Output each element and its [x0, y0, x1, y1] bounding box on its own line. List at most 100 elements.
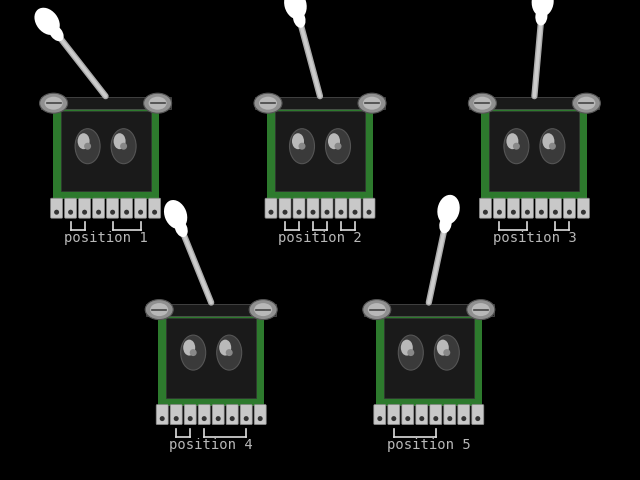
- Ellipse shape: [468, 93, 497, 113]
- FancyBboxPatch shape: [363, 198, 375, 218]
- FancyBboxPatch shape: [563, 198, 575, 218]
- Ellipse shape: [335, 143, 342, 150]
- Ellipse shape: [160, 416, 164, 421]
- Ellipse shape: [363, 300, 391, 320]
- FancyBboxPatch shape: [536, 198, 547, 218]
- Ellipse shape: [75, 129, 100, 164]
- Ellipse shape: [258, 416, 262, 421]
- Ellipse shape: [111, 129, 136, 164]
- Ellipse shape: [292, 133, 304, 149]
- Bar: [52, 103, 159, 199]
- Ellipse shape: [447, 416, 452, 421]
- FancyBboxPatch shape: [198, 405, 210, 425]
- Ellipse shape: [324, 210, 330, 215]
- Ellipse shape: [254, 303, 272, 316]
- FancyBboxPatch shape: [335, 198, 347, 218]
- Ellipse shape: [150, 303, 168, 316]
- Ellipse shape: [407, 349, 414, 356]
- Bar: [469, 97, 600, 109]
- Ellipse shape: [145, 300, 173, 320]
- FancyBboxPatch shape: [279, 198, 291, 218]
- Ellipse shape: [433, 416, 438, 421]
- Ellipse shape: [398, 335, 423, 370]
- Ellipse shape: [84, 143, 91, 150]
- Ellipse shape: [282, 210, 287, 215]
- FancyBboxPatch shape: [120, 198, 132, 218]
- FancyBboxPatch shape: [479, 198, 492, 218]
- Ellipse shape: [310, 210, 316, 215]
- FancyBboxPatch shape: [79, 198, 91, 218]
- Bar: [384, 318, 474, 397]
- Ellipse shape: [54, 210, 59, 215]
- FancyBboxPatch shape: [321, 198, 333, 218]
- Ellipse shape: [183, 340, 195, 356]
- Ellipse shape: [230, 416, 235, 421]
- Ellipse shape: [244, 416, 249, 421]
- Bar: [61, 111, 150, 191]
- FancyBboxPatch shape: [65, 198, 77, 218]
- Ellipse shape: [189, 349, 196, 356]
- Ellipse shape: [293, 10, 305, 28]
- Ellipse shape: [504, 129, 529, 164]
- Ellipse shape: [269, 210, 273, 215]
- Bar: [490, 111, 579, 191]
- Ellipse shape: [40, 93, 68, 113]
- Ellipse shape: [363, 96, 381, 110]
- Ellipse shape: [553, 210, 558, 215]
- FancyBboxPatch shape: [522, 198, 533, 218]
- FancyBboxPatch shape: [508, 198, 520, 218]
- Text: position 3: position 3: [493, 231, 576, 245]
- Ellipse shape: [202, 416, 207, 421]
- Bar: [267, 103, 373, 199]
- Ellipse shape: [540, 129, 565, 164]
- Ellipse shape: [391, 416, 396, 421]
- FancyBboxPatch shape: [254, 405, 266, 425]
- Ellipse shape: [549, 143, 556, 150]
- Text: position 2: position 2: [278, 231, 362, 245]
- Ellipse shape: [173, 416, 179, 421]
- Ellipse shape: [543, 133, 554, 149]
- Ellipse shape: [532, 0, 554, 16]
- Ellipse shape: [254, 93, 282, 113]
- Ellipse shape: [164, 200, 188, 229]
- Ellipse shape: [437, 195, 460, 225]
- Ellipse shape: [435, 335, 460, 370]
- FancyBboxPatch shape: [184, 405, 196, 425]
- Ellipse shape: [289, 129, 314, 164]
- Bar: [40, 97, 171, 109]
- Ellipse shape: [188, 416, 193, 421]
- Ellipse shape: [525, 210, 530, 215]
- Ellipse shape: [472, 303, 490, 316]
- Ellipse shape: [284, 0, 307, 19]
- Ellipse shape: [572, 93, 600, 113]
- Ellipse shape: [461, 416, 467, 421]
- Ellipse shape: [124, 210, 129, 215]
- FancyBboxPatch shape: [402, 405, 414, 425]
- Ellipse shape: [439, 216, 452, 233]
- Ellipse shape: [378, 416, 382, 421]
- Bar: [275, 111, 365, 191]
- FancyBboxPatch shape: [458, 405, 470, 425]
- Bar: [146, 304, 276, 316]
- FancyBboxPatch shape: [430, 405, 442, 425]
- Ellipse shape: [506, 133, 518, 149]
- Ellipse shape: [82, 210, 87, 215]
- Ellipse shape: [474, 96, 492, 110]
- Bar: [158, 310, 264, 406]
- Text: position 5: position 5: [387, 438, 470, 452]
- Ellipse shape: [483, 210, 488, 215]
- Ellipse shape: [120, 143, 127, 150]
- Ellipse shape: [148, 96, 166, 110]
- Bar: [364, 304, 494, 316]
- Ellipse shape: [180, 335, 205, 370]
- FancyBboxPatch shape: [444, 405, 456, 425]
- Ellipse shape: [175, 220, 188, 237]
- Ellipse shape: [513, 143, 520, 150]
- Ellipse shape: [77, 133, 90, 149]
- Ellipse shape: [143, 93, 172, 113]
- Ellipse shape: [358, 93, 386, 113]
- Text: position 4: position 4: [170, 438, 253, 452]
- Ellipse shape: [436, 340, 449, 356]
- Ellipse shape: [339, 210, 344, 215]
- FancyBboxPatch shape: [493, 198, 506, 218]
